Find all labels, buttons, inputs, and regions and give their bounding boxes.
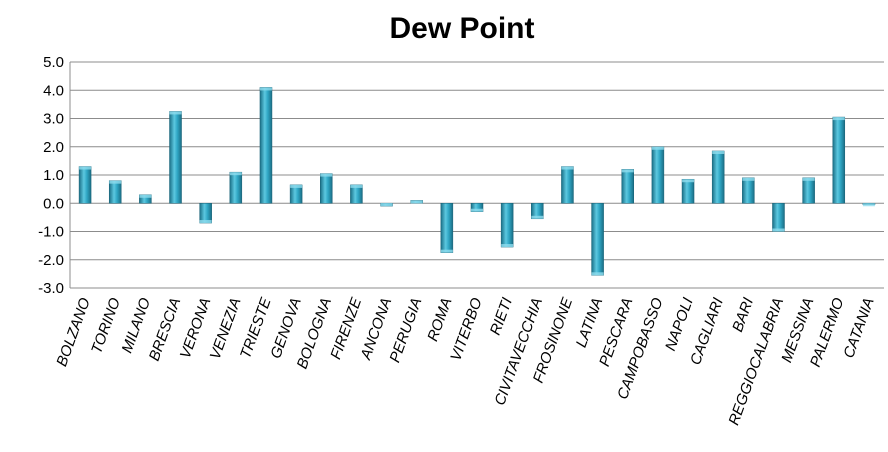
bar-pescara xyxy=(621,169,634,204)
bar-cap-trieste xyxy=(259,87,272,91)
bar-cap-civitavecchia xyxy=(531,215,544,219)
bar-cap-messina xyxy=(802,177,815,181)
bar-venezia xyxy=(229,171,243,204)
bar-cap-pescara xyxy=(621,169,634,173)
bar-cap-napoli xyxy=(682,179,695,183)
y-tick-label: 2.0 xyxy=(43,139,64,156)
bar-cap-bari xyxy=(742,177,755,181)
bar-messina xyxy=(802,177,815,204)
bar-bologna xyxy=(320,173,333,204)
x-axis-ticks: BOLZANOTORINOMILANOBRESCIAVERONAVENEZIAT… xyxy=(53,295,877,428)
y-tick-label: 5.0 xyxy=(43,54,64,71)
bar-cap-rieti xyxy=(501,244,514,248)
bar-cap-milano xyxy=(139,194,152,198)
y-tick-label: -1.0 xyxy=(38,224,64,241)
bar-cap-frosinone xyxy=(561,166,574,170)
bar-cap-cagliari xyxy=(712,150,725,154)
bar-cap-verona xyxy=(199,220,212,224)
bar-cap-genova xyxy=(290,184,303,188)
y-tick-label: 0.0 xyxy=(43,195,64,212)
bar-frosinone xyxy=(561,166,574,204)
bar-cap-latina xyxy=(591,272,604,276)
bar-reggiocalabria xyxy=(772,203,785,232)
y-axis-ticks: 5.0 4.0 3.0 2.0 1.0 0.0 -1.0 -2.0 -3.0 xyxy=(38,54,64,297)
grid-layer xyxy=(70,61,884,289)
bar-brescia xyxy=(169,111,182,204)
x-tick-label: RIETI xyxy=(487,296,516,338)
bar-cap-reggiocalabria xyxy=(772,228,785,232)
bar-latina xyxy=(591,203,604,276)
x-tick-label: BOLZANO xyxy=(53,295,94,368)
x-tick-label: ROMA xyxy=(424,296,455,344)
bar-cap-brescia xyxy=(169,111,182,115)
bar-cap-ancona xyxy=(380,203,393,207)
bar-bari xyxy=(742,177,755,204)
bar-torino xyxy=(108,180,122,204)
bar-cap-viterbo xyxy=(471,208,483,212)
bar-palermo xyxy=(832,116,846,204)
y-tick-label: 3.0 xyxy=(43,111,64,128)
bar-trieste xyxy=(259,87,273,204)
x-tick-label: NAPOLI xyxy=(662,296,697,354)
bar-cap-perugia xyxy=(410,200,423,204)
bar-bolzano xyxy=(78,166,92,204)
bar-cap-venezia xyxy=(229,172,242,176)
bar-series xyxy=(78,87,876,276)
bar-cap-bologna xyxy=(320,173,333,177)
bar-napoli xyxy=(681,178,695,204)
x-tick-label: BARI xyxy=(729,296,757,335)
y-tick-label: -2.0 xyxy=(38,252,64,269)
bar-cap-roma xyxy=(440,249,453,253)
bar-cap-bolzano xyxy=(79,166,92,170)
bar-cap-campobasso xyxy=(651,146,664,150)
bar-cagliari xyxy=(711,150,725,204)
y-tick-label: 4.0 xyxy=(43,82,64,99)
bar-cap-catania xyxy=(862,203,875,207)
bar-rieti xyxy=(500,203,514,248)
y-tick-label: -3.0 xyxy=(38,280,64,297)
bar-roma xyxy=(440,203,454,253)
bar-campobasso xyxy=(651,146,665,204)
bar-cap-palermo xyxy=(832,117,845,121)
x-tick-label: LATINA xyxy=(573,296,607,350)
bar-cap-firenze xyxy=(350,184,363,188)
bar-cap-torino xyxy=(109,180,122,184)
y-tick-label: 1.0 xyxy=(43,167,64,184)
chart-title: Dew Point xyxy=(389,12,534,45)
